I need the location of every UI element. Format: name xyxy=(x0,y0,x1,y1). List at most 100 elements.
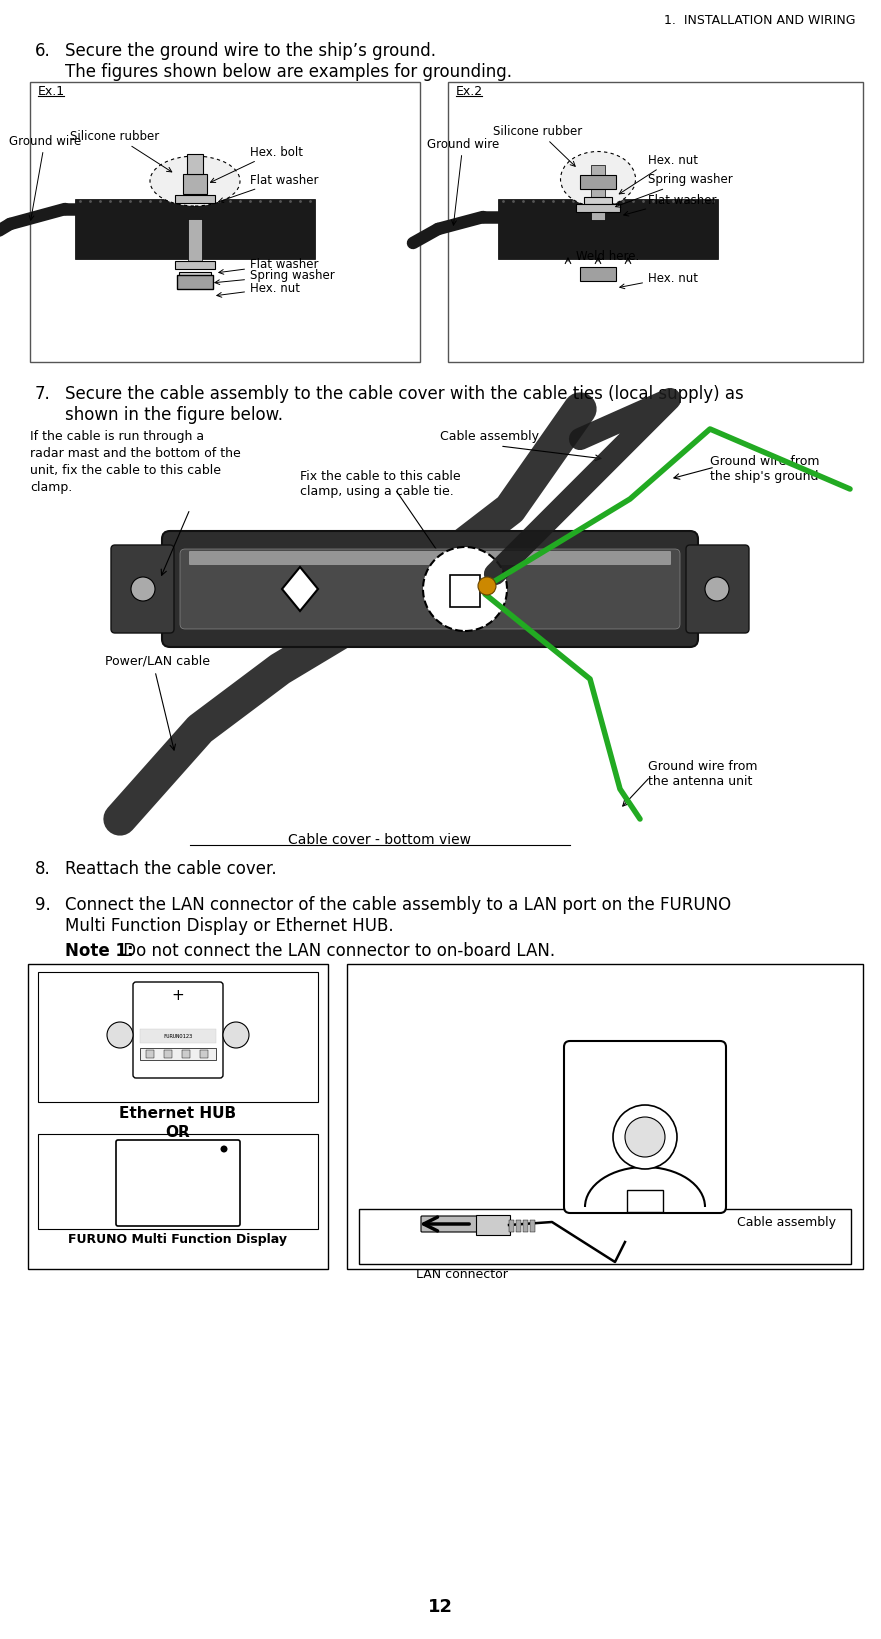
Bar xyxy=(28,964,328,1269)
FancyBboxPatch shape xyxy=(133,982,223,1078)
Text: Hex. nut: Hex. nut xyxy=(619,154,698,195)
Ellipse shape xyxy=(560,152,635,208)
Circle shape xyxy=(705,577,729,602)
Bar xyxy=(627,1190,663,1213)
Bar xyxy=(498,200,718,261)
Text: Ex.1: Ex.1 xyxy=(38,85,65,98)
Bar xyxy=(30,84,420,362)
Bar xyxy=(179,272,211,280)
Bar xyxy=(188,220,202,266)
Text: Ground wire from
the ship's ground: Ground wire from the ship's ground xyxy=(710,454,819,484)
Bar xyxy=(177,275,213,290)
Circle shape xyxy=(220,1146,227,1152)
Text: Weld here.: Weld here. xyxy=(576,249,640,262)
Ellipse shape xyxy=(150,157,240,207)
Bar xyxy=(140,1029,216,1044)
Bar xyxy=(38,972,318,1103)
Text: Hex. nut: Hex. nut xyxy=(620,272,698,290)
Text: Cable assembly: Cable assembly xyxy=(440,429,539,443)
Bar xyxy=(580,267,616,282)
Text: Ground wire: Ground wire xyxy=(427,138,500,226)
Text: Flat washer: Flat washer xyxy=(218,174,319,203)
Bar xyxy=(140,1049,216,1060)
Text: Note 1:: Note 1: xyxy=(65,941,134,959)
Text: FURUNO Multi Function Display: FURUNO Multi Function Display xyxy=(69,1233,287,1246)
Text: Reattach the cable cover.: Reattach the cable cover. xyxy=(65,859,277,877)
Text: +: + xyxy=(172,988,184,1003)
FancyBboxPatch shape xyxy=(686,546,749,634)
Text: If the cable is run through a
radar mast and the bottom of the
unit, fix the cab: If the cable is run through a radar mast… xyxy=(30,429,241,493)
Bar xyxy=(75,200,315,261)
Bar xyxy=(347,964,863,1269)
Text: Secure the ground wire to the ship’s ground.: Secure the ground wire to the ship’s gro… xyxy=(65,43,436,61)
Text: FURUNO123: FURUNO123 xyxy=(163,1034,193,1039)
Text: 9.: 9. xyxy=(35,895,51,913)
Text: Fix the cable to this cable
clamp, using a cable tie.: Fix the cable to this cable clamp, using… xyxy=(300,470,461,498)
Bar xyxy=(580,175,616,190)
Text: Hex. nut: Hex. nut xyxy=(217,282,300,298)
Text: Ground wire from
the antenna unit: Ground wire from the antenna unit xyxy=(648,759,758,787)
Bar xyxy=(591,166,605,221)
Circle shape xyxy=(478,577,496,595)
FancyBboxPatch shape xyxy=(111,546,174,634)
Text: Multi Function Display or Ethernet HUB.: Multi Function Display or Ethernet HUB. xyxy=(65,916,394,934)
Text: The figures shown below are examples for grounding.: The figures shown below are examples for… xyxy=(65,62,512,80)
FancyBboxPatch shape xyxy=(116,1141,240,1226)
Text: 1.  INSTALLATION AND WIRING: 1. INSTALLATION AND WIRING xyxy=(663,15,855,26)
Bar xyxy=(183,175,207,195)
Text: Spring washer: Spring washer xyxy=(616,174,733,208)
FancyBboxPatch shape xyxy=(162,531,698,647)
Text: shown in the figure below.: shown in the figure below. xyxy=(65,406,283,425)
Bar xyxy=(530,1221,535,1233)
Text: Ground wire: Ground wire xyxy=(9,134,81,221)
Circle shape xyxy=(131,577,155,602)
Bar xyxy=(175,197,215,203)
Bar xyxy=(359,1210,851,1264)
Text: Silicone rubber: Silicone rubber xyxy=(70,129,172,172)
Text: 8.: 8. xyxy=(35,859,51,877)
Text: Ethernet HUB: Ethernet HUB xyxy=(120,1105,237,1121)
FancyBboxPatch shape xyxy=(180,549,680,629)
Text: Power/LAN cable: Power/LAN cable xyxy=(105,654,210,667)
Circle shape xyxy=(423,547,507,631)
Text: Flat washer: Flat washer xyxy=(218,259,319,275)
FancyBboxPatch shape xyxy=(476,1214,510,1236)
Text: Silicone rubber: Silicone rubber xyxy=(493,125,582,167)
Bar xyxy=(584,198,612,205)
Text: Flat washer: Flat washer xyxy=(624,193,716,216)
Bar xyxy=(164,1051,172,1059)
Text: Secure the cable assembly to the cable cover with the cable ties (local supply) : Secure the cable assembly to the cable c… xyxy=(65,385,744,403)
Bar xyxy=(175,262,215,270)
Bar xyxy=(200,1051,208,1059)
Bar xyxy=(187,156,203,175)
Circle shape xyxy=(107,1023,133,1049)
Text: OR: OR xyxy=(166,1124,190,1139)
Text: Cable assembly: Cable assembly xyxy=(737,1216,836,1229)
Text: Hex. bolt: Hex. bolt xyxy=(211,146,303,184)
Text: LAN connector: LAN connector xyxy=(416,1267,508,1280)
Text: Do not connect the LAN connector to on-board LAN.: Do not connect the LAN connector to on-b… xyxy=(118,941,555,959)
Text: Connect the LAN connector of the cable assembly to a LAN port on the FURUNO: Connect the LAN connector of the cable a… xyxy=(65,895,731,913)
Polygon shape xyxy=(282,567,318,611)
Bar xyxy=(509,1221,514,1233)
Bar xyxy=(182,1051,190,1059)
Bar xyxy=(450,575,480,608)
FancyBboxPatch shape xyxy=(421,1216,478,1233)
Text: 7.: 7. xyxy=(35,385,51,403)
Bar xyxy=(576,205,620,213)
Text: Ex.2: Ex.2 xyxy=(456,85,483,98)
Circle shape xyxy=(613,1105,677,1169)
Text: 12: 12 xyxy=(427,1596,453,1614)
Text: Spring washer: Spring washer xyxy=(215,269,335,285)
Circle shape xyxy=(625,1118,665,1157)
Circle shape xyxy=(223,1023,249,1049)
Text: Cable cover - bottom view: Cable cover - bottom view xyxy=(288,833,471,846)
Bar xyxy=(146,1051,154,1059)
FancyBboxPatch shape xyxy=(564,1041,726,1213)
Bar xyxy=(38,1134,318,1229)
Bar xyxy=(448,84,863,362)
Bar xyxy=(523,1221,528,1233)
Bar xyxy=(516,1221,521,1233)
FancyBboxPatch shape xyxy=(189,552,671,565)
Text: 6.: 6. xyxy=(35,43,51,61)
